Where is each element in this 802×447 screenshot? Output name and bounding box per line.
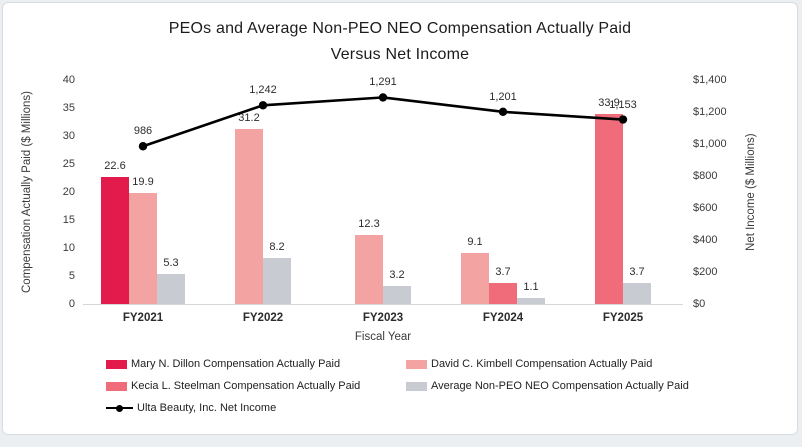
x-tick-label-fy2025: FY2025 xyxy=(602,312,644,324)
y-tick-label: 0 xyxy=(68,298,75,310)
y-tick-label: 25 xyxy=(62,158,75,170)
left-axis-ticks: 0 5 10 15 20 25 30 35 40 xyxy=(37,74,83,310)
legend-item-net-income: Ulta Beauty, Inc. Net Income xyxy=(106,402,406,414)
legend-item-avg-non-peo: Average Non-PEO NEO Compensation Actuall… xyxy=(406,380,797,392)
net-income-value-label: 1,242 xyxy=(249,84,277,97)
y-tick-label: 10 xyxy=(62,242,75,254)
y2-tick-label: $600 xyxy=(693,202,718,214)
y2-tick-label: $800 xyxy=(693,170,718,182)
legend-swatch-kimbell xyxy=(406,359,427,369)
bar-value-label: 8.2 xyxy=(269,241,285,254)
legend-label-dillon: Mary N. Dillon Compensation Actually Pai… xyxy=(131,358,341,370)
category-group-fy2025: 33.9 3.7 xyxy=(563,80,683,304)
y-tick-label: 15 xyxy=(62,214,75,226)
right-axis-title: Net Income ($ Millions) xyxy=(745,133,757,251)
bar-value-label: 12.3 xyxy=(358,218,380,231)
legend-label-net-income: Ulta Beauty, Inc. Net Income xyxy=(137,402,277,414)
net-income-value-label: 1,153 xyxy=(609,98,637,111)
chart-legend: Mary N. Dillon Compensation Actually Pai… xyxy=(106,358,797,414)
legend-line-swatch xyxy=(106,404,133,413)
x-tick-label-fy2023: FY2023 xyxy=(362,312,404,324)
y-tick-label: 35 xyxy=(62,102,75,114)
bar-kimbell-fy2024: 9.1 xyxy=(461,236,489,304)
chart-title-line1: PEOs and Average Non-PEO NEO Compensatio… xyxy=(168,20,632,37)
bar-kimbell-fy2023: 12.3 xyxy=(355,218,383,304)
legend-label-avg-non-peo: Average Non-PEO NEO Compensation Actuall… xyxy=(431,380,689,392)
bar-value-label: 3.7 xyxy=(495,266,511,279)
legend-label-kimbell: David C. Kimbell Compensation Actually P… xyxy=(431,358,653,370)
bar-dillon-fy2021: 22.6 xyxy=(101,160,129,304)
net-income-value-label: 1,291 xyxy=(369,76,397,89)
y2-tick-label: $200 xyxy=(693,266,718,278)
bar-value-label: 1.1 xyxy=(523,280,539,293)
left-axis-title: Compensation Actually Paid ($ Millions) xyxy=(21,91,33,293)
y-tick-label: 20 xyxy=(62,186,75,198)
y-tick-label: 5 xyxy=(68,270,75,282)
legend-line-dot xyxy=(116,404,123,412)
x-tick-label-fy2021: FY2021 xyxy=(122,312,164,324)
chart-title: PEOs and Average Non-PEO NEO Compensatio… xyxy=(3,3,797,68)
y2-tick-label: $1,200 xyxy=(693,106,727,118)
bar-avg-non-peo-fy2023: 3.2 xyxy=(383,269,411,304)
right-axis-ticks: $0 $200 $400 $600 $800 $1,000 $1,200 $1,400 xyxy=(683,74,741,310)
legend-item-kimbell: David C. Kimbell Compensation Actually P… xyxy=(406,358,797,370)
bar-steelman-fy2024: 3.7 xyxy=(489,266,517,304)
chart-title-line2: Versus Net Income xyxy=(330,46,470,63)
x-axis-title: Fiscal Year xyxy=(354,331,412,343)
y2-tick-label: $0 xyxy=(693,298,706,310)
legend-swatch-avg-non-peo xyxy=(406,381,427,391)
category-group-fy2023: 12.3 3.2 xyxy=(323,80,443,304)
bar-avg-non-peo-fy2021: 5.3 xyxy=(157,257,185,304)
net-income-value-label: 1,201 xyxy=(489,90,517,103)
bar-value-label: 9.1 xyxy=(467,236,483,249)
legend-label-steelman: Kecia L. Steelman Compensation Actually … xyxy=(131,380,361,392)
bar-value-label: 31.2 xyxy=(238,112,260,125)
category-group-fy2021: 22.6 19.9 5.3 xyxy=(83,80,203,304)
y2-tick-label: $1,400 xyxy=(693,74,727,86)
legend-item-dillon: Mary N. Dillon Compensation Actually Pai… xyxy=(106,358,406,370)
net-income-value-label: 986 xyxy=(133,125,153,138)
y2-tick-label: $400 xyxy=(693,234,718,246)
bar-value-label: 3.7 xyxy=(629,266,645,279)
category-group-fy2022: 31.2 8.2 xyxy=(203,80,323,304)
legend-item-steelman: Kecia L. Steelman Compensation Actually … xyxy=(106,380,406,392)
y-tick-label: 30 xyxy=(62,130,75,142)
legend-swatch-steelman xyxy=(106,381,127,391)
bar-value-label: 5.3 xyxy=(163,257,179,270)
y-tick-label: 40 xyxy=(62,74,75,86)
x-tick-label-fy2024: FY2024 xyxy=(482,312,524,324)
plot-area: 22.6 19.9 5.3 31.2 8.2 12.3 3.2 9.1 3.7 1.1 33.9 3.… xyxy=(83,76,683,305)
bar-value-label: 22.6 xyxy=(104,160,126,173)
legend-swatch-dillon xyxy=(106,359,127,369)
chart-card: PEOs and Average Non-PEO NEO Compensatio… xyxy=(2,2,798,435)
bar-steelman-fy2025: 33.9 xyxy=(595,97,623,304)
bar-kimbell-fy2022: 31.2 xyxy=(235,112,263,304)
chart-body: Compensation Actually Paid ($ Millions) … xyxy=(17,74,797,310)
bar-value-label: 3.2 xyxy=(389,269,405,282)
category-group-fy2024: 9.1 3.7 1.1 xyxy=(443,80,563,304)
x-axis-ticks: FY2021 FY2022 FY2023 FY2024 FY2025 xyxy=(83,304,683,324)
y2-tick-label: $1,000 xyxy=(693,138,727,150)
x-tick-label-fy2022: FY2022 xyxy=(242,312,284,324)
bar-value-label: 19.9 xyxy=(132,175,154,188)
bar-kimbell-fy2021: 19.9 xyxy=(129,176,157,304)
bar-avg-non-peo-fy2022: 8.2 xyxy=(263,241,291,304)
bar-avg-non-peo-fy2025: 3.7 xyxy=(623,266,651,304)
bar-avg-non-peo-fy2024: 1.1 xyxy=(517,281,545,304)
